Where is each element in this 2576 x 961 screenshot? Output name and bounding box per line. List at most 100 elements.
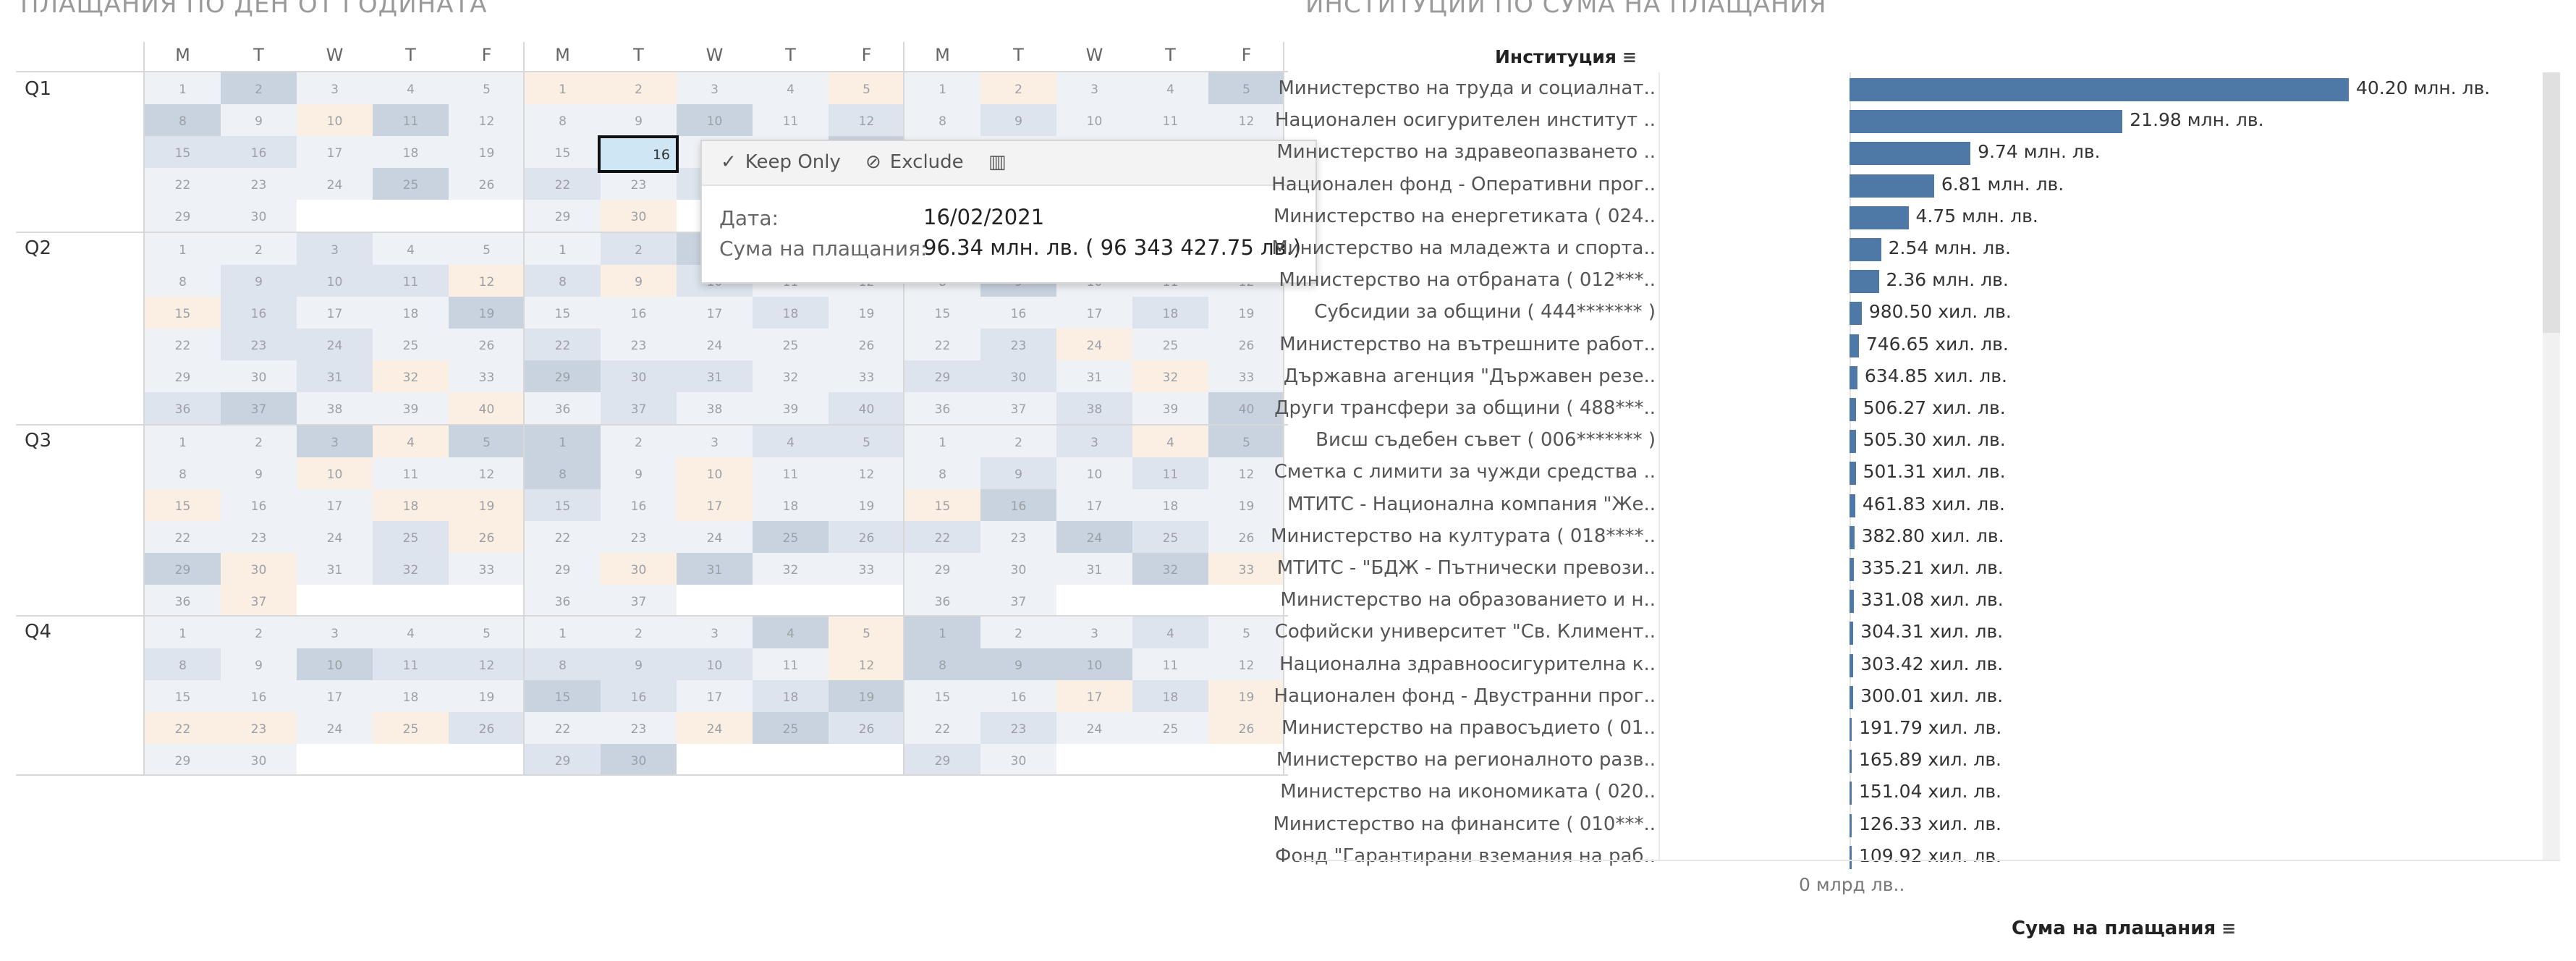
sort-icon[interactable]: ≡	[1622, 47, 1637, 67]
institution-name[interactable]: Министерство на младежта и спорта..	[1271, 237, 1656, 259]
calendar-day-cell[interactable]: 17	[677, 680, 753, 712]
calendar-day-cell[interactable]: 22	[525, 712, 601, 744]
institution-bar[interactable]	[1850, 845, 1852, 869]
calendar-day-cell[interactable]: 24	[297, 712, 373, 744]
calendar-day-cell[interactable]: 19	[449, 489, 525, 521]
calendar-day-cell[interactable]: 18	[373, 136, 449, 168]
calendar-day-cell[interactable]: 31	[297, 553, 373, 585]
institution-name[interactable]: МТИТС - "БДЖ - Пътнически превози..	[1276, 557, 1656, 579]
institution-bar[interactable]	[1850, 365, 1857, 389]
calendar-day-cell[interactable]: 23	[221, 521, 297, 553]
calendar-day-cell[interactable]: 15	[525, 680, 601, 712]
calendar-day-cell[interactable]: 30	[221, 360, 297, 392]
calendar-day-cell[interactable]: 3	[1056, 426, 1132, 457]
calendar-day-cell[interactable]: 37	[980, 392, 1056, 424]
institution-bar[interactable]	[1850, 750, 1852, 774]
institution-name[interactable]: Сметка с лимити за чужди средства ..	[1274, 461, 1656, 483]
calendar-day-cell[interactable]: 26	[449, 521, 525, 553]
calendar-day-cell[interactable]: 12	[449, 457, 525, 489]
calendar-day-cell[interactable]: 8	[145, 457, 221, 489]
institution-bar[interactable]	[1850, 590, 1854, 614]
calendar-day-cell[interactable]: 1	[525, 72, 601, 104]
calendar-day-cell[interactable]: 36	[145, 585, 221, 617]
calendar-day-cell[interactable]: 18	[1132, 680, 1208, 712]
calendar-day-cell[interactable]: 26	[449, 329, 525, 360]
calendar-day-cell[interactable]: 18	[373, 489, 449, 521]
calendar-day-cell[interactable]: 9	[221, 457, 297, 489]
scrollbar-thumb[interactable]	[2543, 72, 2560, 333]
calendar-day-cell[interactable]: 23	[601, 168, 677, 200]
institution-bar[interactable]	[1850, 622, 1854, 645]
calendar-day-cell[interactable]: 3	[677, 426, 753, 457]
calendar-day-cell[interactable]: 12	[449, 265, 525, 297]
calendar-day-cell[interactable]: 1	[145, 233, 221, 265]
institution-bar[interactable]	[1850, 302, 1862, 326]
calendar-day-cell[interactable]: 31	[297, 360, 373, 392]
calendar-day-cell[interactable]: 33	[829, 553, 904, 585]
calendar-day-cell[interactable]: 8	[904, 648, 980, 680]
institution-bar[interactable]	[1850, 430, 1856, 454]
calendar-day-cell[interactable]: 1	[145, 426, 221, 457]
calendar-day-cell[interactable]: 9	[980, 648, 1056, 680]
institution-bar[interactable]	[1850, 238, 1881, 261]
calendar-day-cell[interactable]: 19	[449, 680, 525, 712]
calendar-day-cell[interactable]: 33	[1208, 553, 1284, 585]
calendar-day-cell[interactable]: 18	[1132, 297, 1208, 329]
calendar-day-cell[interactable]: 1	[145, 617, 221, 648]
calendar-day-cell[interactable]: 29	[525, 200, 601, 232]
keep-only-button[interactable]: ✓ Keep Only	[721, 151, 841, 173]
calendar-day-cell[interactable]: 38	[297, 392, 373, 424]
calendar-day-cell[interactable]: 16	[221, 136, 297, 168]
calendar-day-cell[interactable]: 10	[677, 648, 753, 680]
calendar-day-cell[interactable]: 15	[145, 680, 221, 712]
calendar-day-cell[interactable]: 30	[221, 200, 297, 232]
institution-name[interactable]: Министерство на труда и социалнат..	[1278, 77, 1656, 99]
calendar-day-cell[interactable]: 10	[297, 104, 373, 136]
calendar-day-cell[interactable]: 8	[904, 104, 980, 136]
calendar-day-cell[interactable]: 17	[677, 489, 753, 521]
selected-day-cell[interactable]: 16	[598, 135, 679, 173]
calendar-day-cell[interactable]: 5	[829, 426, 904, 457]
calendar-day-cell[interactable]: 16	[980, 489, 1056, 521]
institution-bar[interactable]	[1850, 525, 1855, 549]
institution-name[interactable]: Министерство на енергетиката ( 024..	[1273, 205, 1656, 227]
calendar-day-cell[interactable]: 1	[525, 426, 601, 457]
calendar-day-cell[interactable]: 10	[1056, 648, 1132, 680]
calendar-day-cell[interactable]: 15	[904, 297, 980, 329]
calendar-day-cell[interactable]: 3	[297, 72, 373, 104]
calendar-day-cell[interactable]: 12	[1208, 457, 1284, 489]
calendar-day-cell[interactable]: 29	[525, 744, 601, 776]
institution-bar[interactable]	[1850, 494, 1855, 517]
calendar-day-cell[interactable]: 37	[221, 392, 297, 424]
calendar-day-cell[interactable]: 16	[221, 297, 297, 329]
calendar-day-cell[interactable]: 19	[829, 680, 904, 712]
calendar-day-cell[interactable]: 31	[677, 553, 753, 585]
calendar-day-cell[interactable]: 5	[829, 617, 904, 648]
calendar-day-cell[interactable]: 19	[1208, 680, 1284, 712]
institution-bar[interactable]	[1850, 718, 1852, 741]
calendar-day-cell[interactable]: 22	[525, 521, 601, 553]
calendar-day-cell[interactable]: 11	[753, 457, 829, 489]
calendar-day-cell[interactable]: 4	[1132, 426, 1208, 457]
institution-bar[interactable]	[1850, 270, 1879, 294]
calendar-day-cell[interactable]: 26	[449, 712, 525, 744]
calendar-day-cell[interactable]: 32	[373, 360, 449, 392]
institution-name[interactable]: Министерство на образованието и н..	[1280, 589, 1656, 611]
calendar-day-cell[interactable]: 29	[145, 200, 221, 232]
calendar-day-cell[interactable]: 5	[829, 72, 904, 104]
calendar-day-cell[interactable]: 18	[373, 297, 449, 329]
institution-bar[interactable]	[1850, 110, 2123, 134]
institution-bar[interactable]	[1850, 558, 1854, 581]
institution-bar[interactable]	[1850, 78, 2349, 101]
institution-name[interactable]: Национален фонд - Оперативни прог..	[1271, 173, 1656, 195]
calendar-day-cell[interactable]: 2	[221, 233, 297, 265]
calendar-day-cell[interactable]: 25	[1132, 712, 1208, 744]
calendar-day-cell[interactable]: 19	[1208, 489, 1284, 521]
exclude-button[interactable]: ⊘ Exclude	[865, 151, 964, 173]
calendar-day-cell[interactable]: 11	[753, 648, 829, 680]
calendar-day-cell[interactable]: 36	[904, 585, 980, 617]
calendar-day-cell[interactable]: 25	[753, 712, 829, 744]
calendar-day-cell[interactable]: 15	[145, 136, 221, 168]
calendar-day-cell[interactable]: 4	[753, 426, 829, 457]
calendar-day-cell[interactable]: 29	[525, 360, 601, 392]
